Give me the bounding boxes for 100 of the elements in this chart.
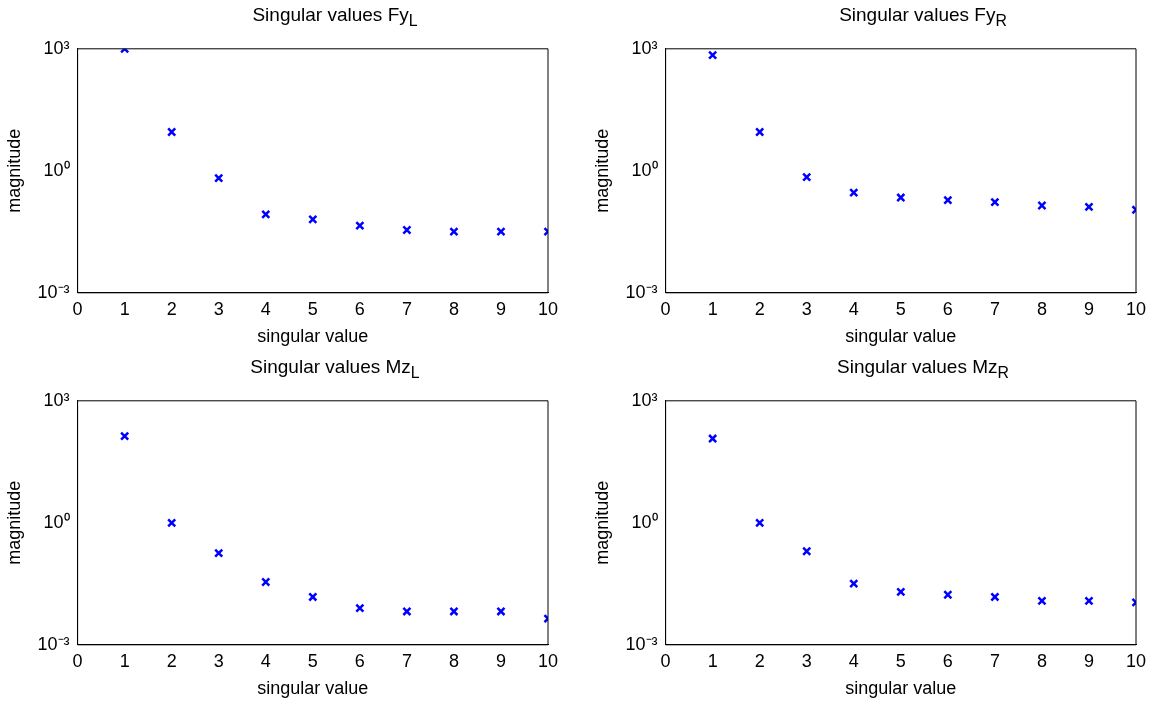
x-tick-label: 2 bbox=[166, 650, 177, 671]
point bbox=[801, 546, 812, 557]
x-tick-label: 4 bbox=[848, 650, 859, 671]
x-tick-label: 7 bbox=[989, 650, 1000, 671]
y-axis-title: magnitude bbox=[3, 480, 24, 565]
point bbox=[896, 192, 906, 203]
x-tick-label: 6 bbox=[942, 650, 953, 671]
x-tick-label: 8 bbox=[448, 650, 459, 671]
x-tick-label: 10 bbox=[537, 298, 559, 319]
x-tick-label: 3 bbox=[213, 650, 224, 671]
x-tick-label: 0 bbox=[660, 650, 671, 671]
y-tick-label: 10⁰ bbox=[631, 511, 658, 532]
point bbox=[496, 606, 506, 617]
y-tick-label: 10⁻³ bbox=[625, 633, 658, 654]
y-axis-title: magnitude bbox=[591, 480, 612, 565]
point bbox=[707, 433, 718, 444]
x-axis-title: singular value bbox=[257, 326, 369, 347]
point bbox=[260, 577, 271, 587]
point bbox=[308, 214, 318, 225]
point bbox=[166, 518, 177, 528]
x-tick-label: 4 bbox=[260, 650, 271, 671]
x-tick-label: 8 bbox=[1036, 650, 1047, 671]
point bbox=[119, 431, 130, 441]
x-tick-label: 9 bbox=[1083, 298, 1094, 319]
x-tick-label: 5 bbox=[895, 650, 906, 671]
chart-title: Singular values Mz$_{L}$ bbox=[249, 356, 421, 382]
y-tick-label: 10⁻³ bbox=[625, 281, 658, 302]
x-tick-label: 2 bbox=[754, 650, 765, 671]
point bbox=[260, 209, 271, 220]
x-tick-label: 5 bbox=[307, 298, 318, 319]
point bbox=[402, 225, 412, 235]
point bbox=[754, 518, 765, 528]
x-tick-label: 5 bbox=[307, 650, 318, 671]
x-tick-label: 7 bbox=[989, 298, 1000, 319]
y-tick-label: 10⁰ bbox=[43, 511, 70, 532]
point bbox=[1037, 596, 1047, 606]
y-tick-label: 10³ bbox=[43, 389, 70, 410]
point bbox=[402, 606, 412, 617]
point bbox=[308, 592, 318, 602]
x-tick-label: 5 bbox=[895, 298, 906, 319]
x-tick-label: 1 bbox=[707, 650, 718, 671]
point bbox=[1084, 202, 1094, 212]
y-tick-label: 10³ bbox=[43, 37, 70, 58]
x-tick-label: 7 bbox=[401, 650, 412, 671]
point bbox=[213, 548, 224, 558]
point bbox=[848, 578, 859, 589]
y-tick-label: 10⁰ bbox=[631, 159, 658, 180]
x-tick-label: 7 bbox=[401, 298, 412, 319]
x-tick-label: 8 bbox=[448, 298, 459, 319]
x-tick-label: 9 bbox=[495, 650, 506, 671]
x-tick-label: 10 bbox=[537, 650, 559, 671]
x-tick-label: 3 bbox=[213, 298, 224, 319]
point bbox=[1037, 200, 1047, 211]
x-tick-label: 2 bbox=[754, 298, 765, 319]
x-axis-title: singular value bbox=[845, 678, 957, 699]
x-tick-label: 4 bbox=[848, 298, 859, 319]
x-tick-label: 1 bbox=[119, 298, 130, 319]
x-axis-title: singular value bbox=[257, 678, 369, 699]
x-tick-label: 2 bbox=[166, 298, 177, 319]
x-tick-label: 1 bbox=[707, 298, 718, 319]
x-tick-label: 9 bbox=[1083, 650, 1094, 671]
point bbox=[1084, 596, 1094, 606]
point bbox=[213, 173, 224, 183]
point bbox=[990, 197, 1000, 207]
point bbox=[707, 50, 718, 60]
point bbox=[848, 187, 859, 198]
y-tick-label: 10⁰ bbox=[43, 159, 70, 180]
x-tick-label: 6 bbox=[942, 298, 953, 319]
point bbox=[355, 220, 365, 231]
chart-title: Singular values Mz$_{R}$ bbox=[836, 356, 1010, 382]
x-tick-label: 0 bbox=[660, 298, 671, 319]
x-tick-label: 0 bbox=[72, 298, 83, 319]
chart-title: Singular values Fy$_{L}$ bbox=[251, 4, 419, 30]
x-tick-label: 8 bbox=[1036, 298, 1047, 319]
point bbox=[943, 589, 953, 600]
x-tick-label: 10 bbox=[1125, 298, 1147, 319]
y-tick-label: 10⁻³ bbox=[37, 281, 70, 302]
y-axis-title: magnitude bbox=[591, 128, 612, 213]
x-axis-title: singular value bbox=[845, 326, 957, 347]
y-tick-label: 10³ bbox=[631, 37, 658, 58]
point bbox=[801, 172, 812, 182]
point bbox=[449, 606, 459, 617]
y-tick-label: 10⁻³ bbox=[37, 633, 70, 654]
point bbox=[754, 127, 765, 137]
point bbox=[943, 195, 953, 205]
x-tick-label: 3 bbox=[801, 298, 812, 319]
x-tick-label: 1 bbox=[119, 650, 130, 671]
x-tick-label: 3 bbox=[801, 650, 812, 671]
point bbox=[166, 127, 177, 137]
x-tick-label: 10 bbox=[1125, 650, 1147, 671]
x-tick-label: 9 bbox=[495, 298, 506, 319]
point bbox=[449, 226, 459, 237]
point bbox=[355, 603, 365, 613]
x-tick-label: 6 bbox=[354, 298, 365, 319]
y-axis-title: magnitude bbox=[3, 128, 24, 213]
y-tick-label: 10³ bbox=[631, 389, 658, 410]
x-tick-label: 4 bbox=[260, 298, 271, 319]
point bbox=[496, 226, 506, 237]
point bbox=[896, 587, 906, 597]
point bbox=[990, 592, 1000, 602]
